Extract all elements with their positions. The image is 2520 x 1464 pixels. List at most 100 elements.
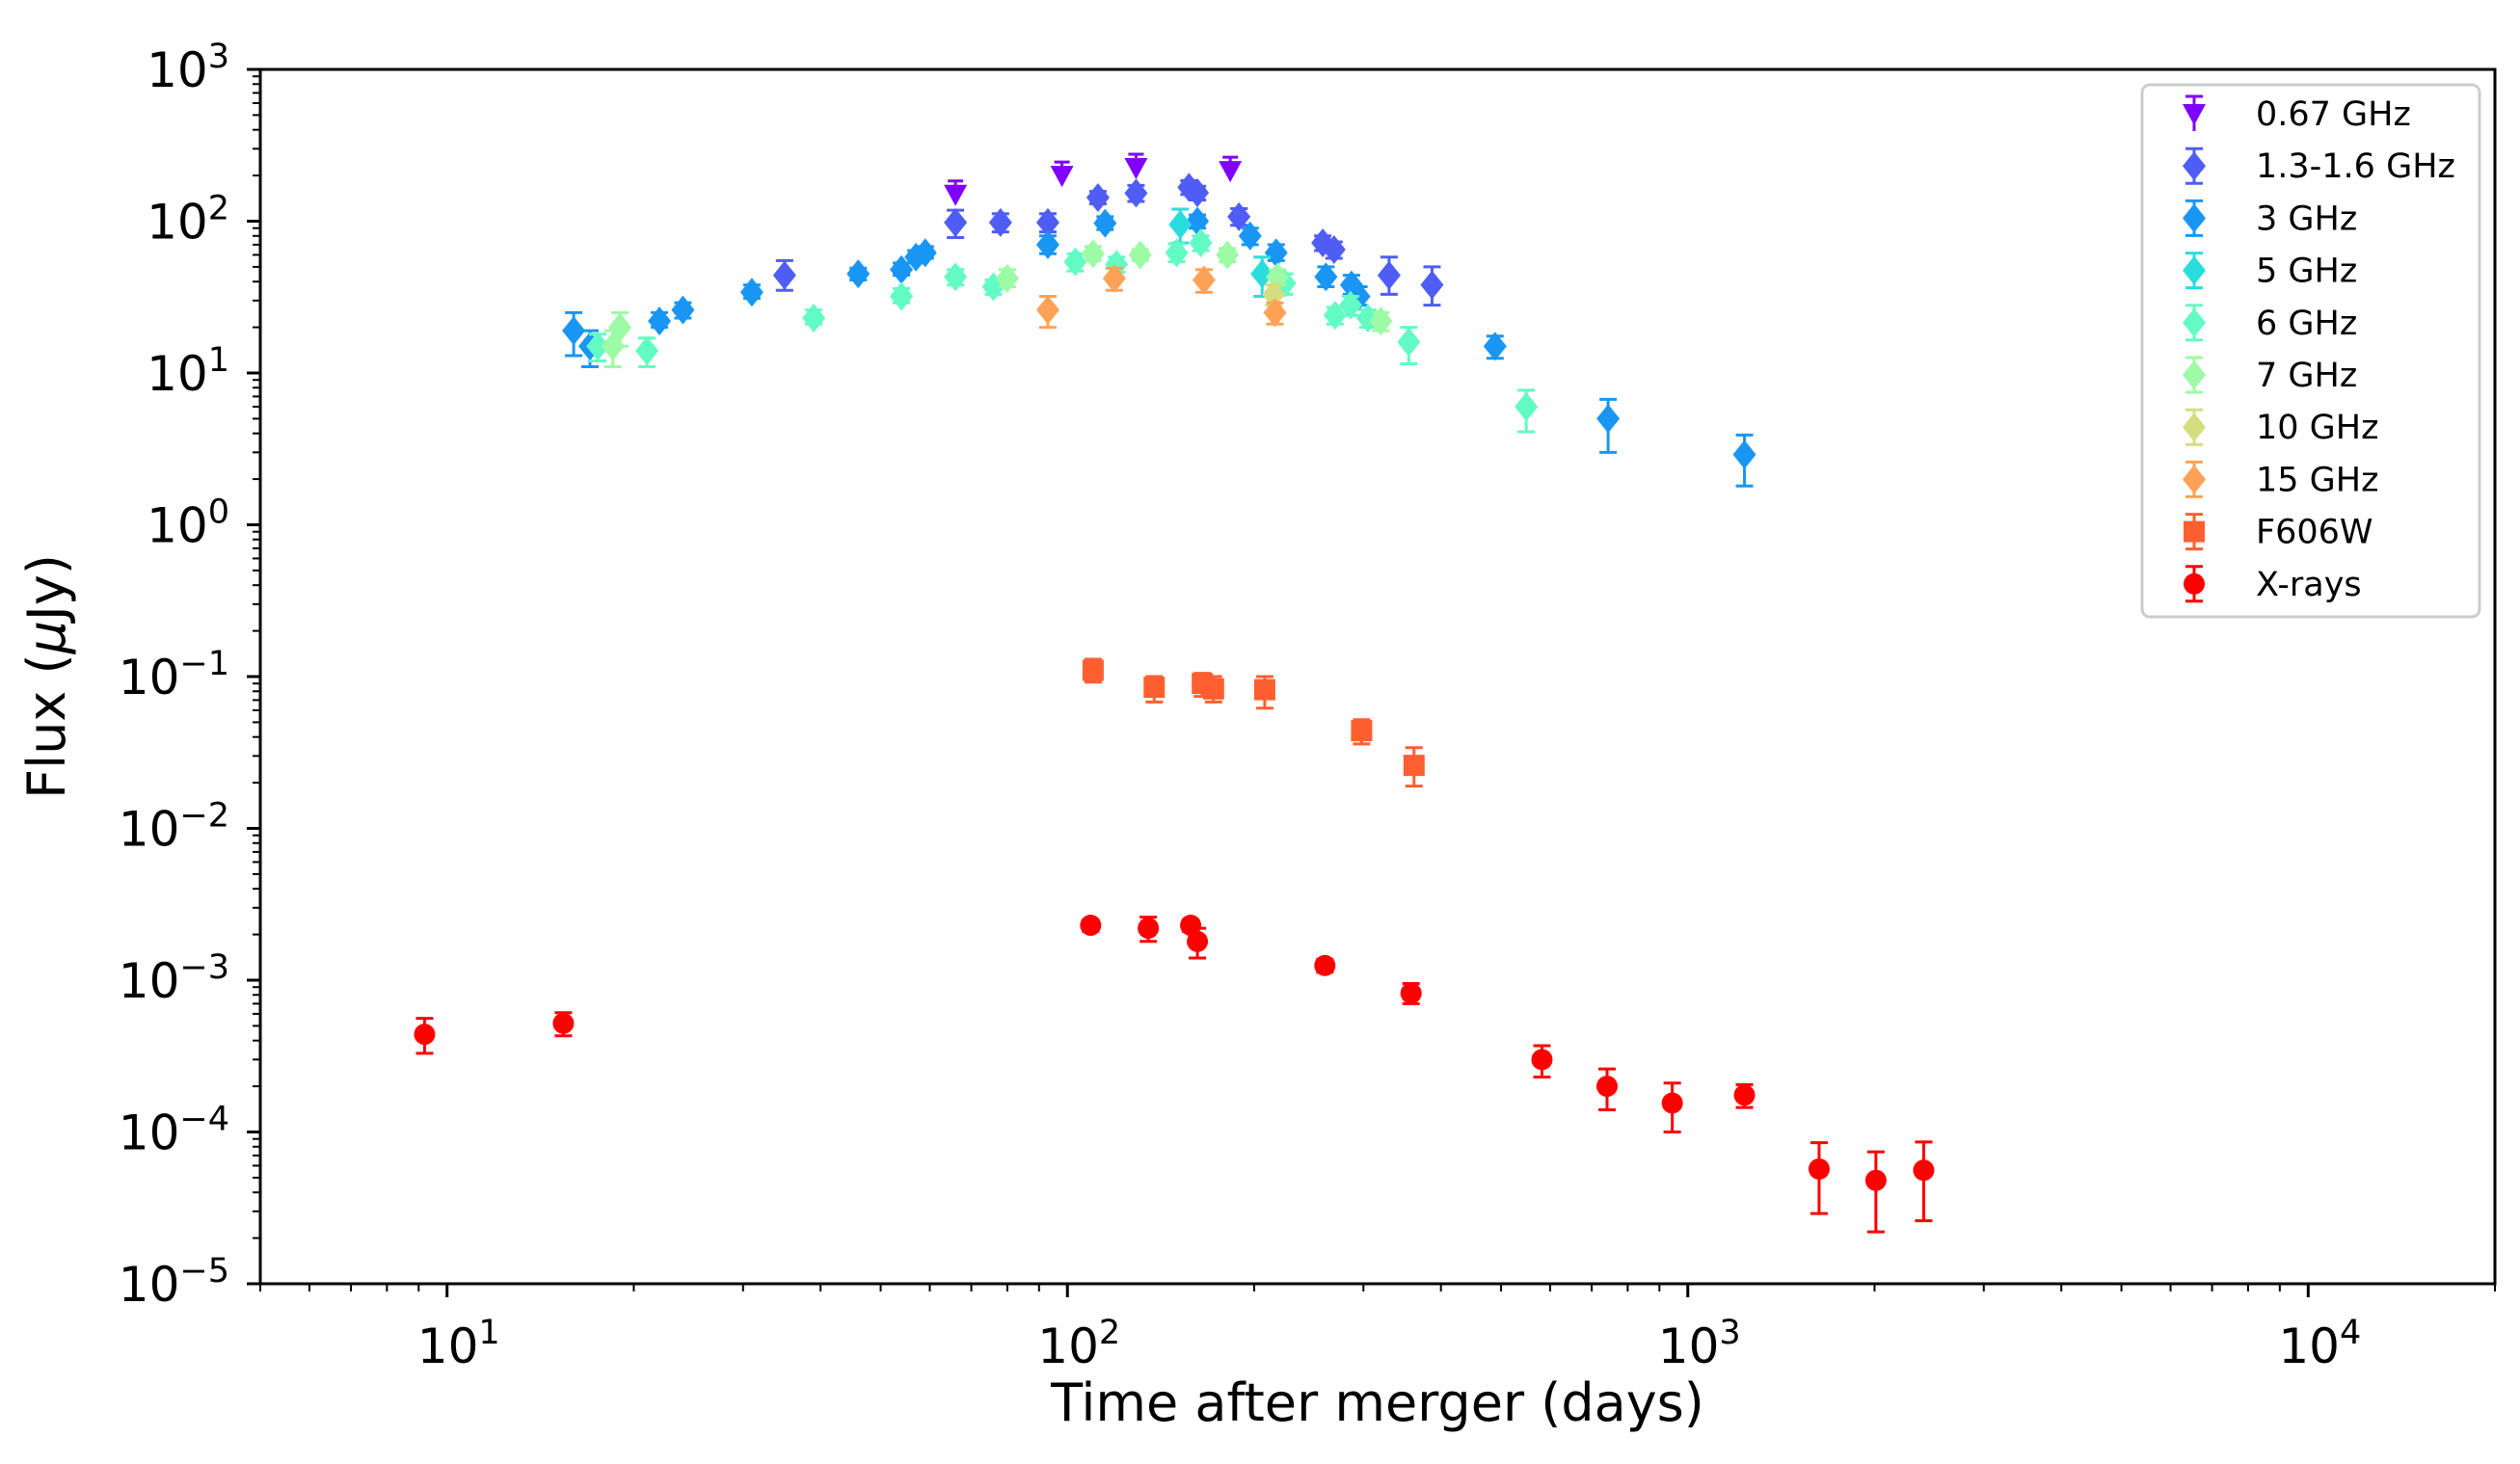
data-point (1515, 391, 1539, 421)
data-point (1314, 954, 1336, 976)
x-tick-label: 104 (2278, 1314, 2361, 1374)
data-point (1351, 720, 1373, 742)
data-point (1733, 1084, 1756, 1106)
data-point (1128, 240, 1152, 270)
y-tick-label: 100 (147, 493, 229, 554)
data-point (1086, 183, 1110, 213)
data-point (1187, 930, 1209, 952)
legend-marker (2183, 413, 2206, 442)
data-point (1377, 260, 1401, 290)
legend-entry: 1.3-1.6 GHz (2183, 146, 2455, 186)
data-point (802, 304, 826, 333)
data-point (1202, 678, 1224, 700)
legend-marker (2183, 465, 2206, 494)
legend-marker (2184, 520, 2205, 543)
series-x-rays (414, 915, 1935, 1234)
data-point (1189, 227, 1213, 257)
y-tick-label: 10−3 (119, 948, 229, 1009)
data-point (1102, 263, 1126, 293)
data-point (944, 262, 968, 292)
data-point (601, 332, 625, 361)
series-6-ghz (586, 227, 1539, 434)
y-axis-title: Flux (μJy) (16, 554, 77, 799)
data-point (1186, 177, 1210, 207)
data-point (944, 184, 968, 206)
x-axis: 101 102 103 104 (259, 1284, 2496, 1374)
legend-label: 3 GHz (2256, 200, 2357, 238)
legend-box (2140, 83, 2481, 619)
legend-label: 6 GHz (2256, 305, 2357, 343)
legend-label: 1.3-1.6 GHz (2256, 147, 2455, 186)
legend-entry: 5 GHz (2183, 252, 2357, 291)
data-point (1864, 1169, 1887, 1191)
y-tick-label: 10−1 (119, 645, 229, 705)
data-point (772, 260, 796, 290)
data-point (1219, 161, 1243, 183)
y-tick-label: 102 (147, 190, 229, 251)
legend-label: X-rays (2256, 566, 2362, 604)
data-point (1081, 239, 1105, 269)
data-point (1322, 234, 1346, 264)
y-tick-label: 103 (147, 38, 229, 98)
legend-entry: 6 GHz (2183, 304, 2357, 343)
data-point (846, 259, 871, 289)
data-point (1124, 158, 1148, 180)
series-3-ghz (562, 206, 1756, 488)
data-point (1264, 238, 1288, 268)
data-point (1913, 1159, 1935, 1182)
legend-entry: X-rays (2184, 565, 2362, 604)
legend-marker (2183, 255, 2206, 285)
y-tick-label: 101 (147, 341, 229, 402)
data-point (1093, 208, 1117, 238)
data-point (890, 281, 914, 311)
y-axis-title-suffix: Jy) (16, 554, 77, 624)
data-point (1397, 327, 1421, 357)
y-tick-label: 10−4 (119, 1101, 229, 1161)
series-15-ghz (1035, 263, 1287, 330)
data-point (1595, 1076, 1618, 1098)
data-point (1420, 270, 1444, 300)
legend: 0.67 GHz 1.3-1.6 GHz 3 GHz 5 GHz 6 GHz 7 GHz 1… (2140, 83, 2481, 619)
data-point (1323, 301, 1347, 331)
data-point (944, 207, 968, 237)
data-point (1192, 265, 1216, 295)
data-point (1369, 306, 1393, 336)
legend-entry: F606W (2184, 513, 2373, 552)
series-f606w (1082, 657, 1425, 788)
data-point (1400, 982, 1422, 1004)
data-point (1124, 178, 1148, 208)
y-axis-title-mu: μ (16, 621, 77, 654)
data-point (1314, 262, 1338, 292)
legend-label: 7 GHz (2256, 357, 2357, 395)
legend-marker (2183, 104, 2206, 125)
data-point (1483, 332, 1507, 361)
data-point (1143, 677, 1166, 699)
data-point (1250, 259, 1274, 289)
legend-label: 10 GHz (2256, 409, 2378, 447)
data-point (1227, 201, 1251, 231)
legend-marker (2184, 572, 2205, 595)
data-point (1168, 210, 1193, 240)
legend-marker (2183, 307, 2206, 337)
data-point (1063, 247, 1087, 277)
legend-marker (2183, 151, 2206, 181)
data-point (1808, 1158, 1830, 1180)
legend-entry: 3 GHz (2183, 199, 2357, 238)
data-point (1216, 240, 1240, 270)
data-point (671, 295, 695, 325)
data-point (913, 238, 937, 268)
legend-label: F606W (2256, 514, 2373, 552)
data-point (414, 1024, 436, 1046)
series-0-67-ghz (944, 152, 1243, 206)
x-tick-label: 103 (1658, 1314, 1741, 1374)
data-point (1035, 229, 1059, 259)
x-tick-label: 102 (1037, 1314, 1120, 1374)
data-point (1082, 659, 1104, 681)
legend-label: 15 GHz (2256, 461, 2378, 499)
data-point (1035, 295, 1059, 325)
data-point (988, 207, 1012, 237)
data-point (1338, 290, 1362, 320)
data-point (1186, 206, 1210, 236)
legend-entry: 0.67 GHz (2183, 94, 2411, 134)
